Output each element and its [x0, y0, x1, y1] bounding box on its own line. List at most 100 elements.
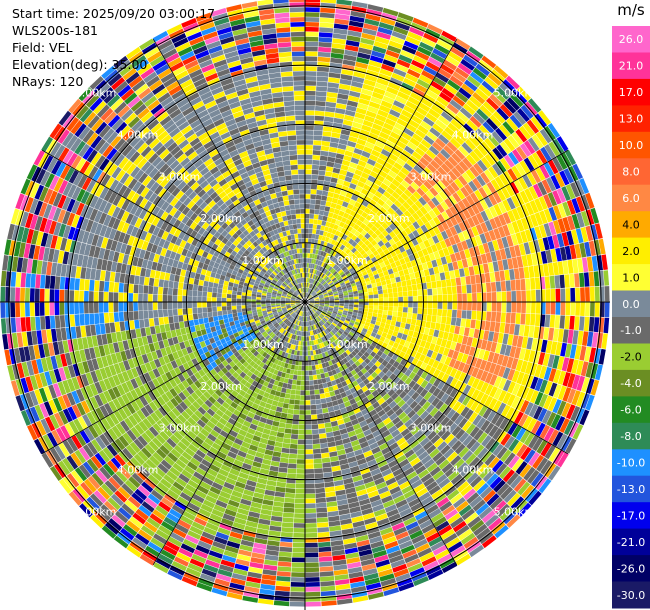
velocity-gate: [383, 259, 390, 266]
velocity-gate: [490, 69, 506, 83]
velocity-gate: [78, 447, 91, 461]
velocity-gate: [405, 36, 421, 46]
velocity-gate: [309, 304, 313, 308]
velocity-gate: [317, 316, 322, 321]
velocity-gate: [313, 379, 318, 385]
velocity-gate: [275, 343, 281, 349]
velocity-gate: [328, 309, 333, 313]
velocity-gate: [278, 344, 283, 350]
velocity-gate: [313, 280, 318, 285]
velocity-gate: [317, 310, 322, 314]
velocity-gate: [324, 116, 334, 123]
velocity-gate: [345, 336, 351, 342]
velocity-gate: [434, 423, 444, 434]
velocity-gate: [311, 309, 315, 314]
velocity-gate: [373, 302, 379, 306]
velocity-gate: [512, 441, 524, 455]
velocity-gate: [199, 573, 216, 583]
velocity-gate: [222, 554, 237, 563]
velocity-gate: [160, 549, 176, 561]
velocity-gate: [509, 323, 515, 335]
velocity-gate: [448, 195, 458, 206]
velocity-gate: [449, 216, 458, 226]
velocity-gate: [477, 432, 488, 444]
velocity-gate: [305, 66, 317, 72]
velocity-gate: [550, 414, 561, 429]
velocity-gate: [450, 341, 457, 351]
velocity-gate: [388, 358, 396, 366]
velocity-gate: [327, 82, 340, 89]
velocity-gate: [338, 365, 345, 372]
velocity-gate: [536, 149, 548, 164]
velocity-gate: [406, 558, 421, 568]
velocity-gate: [368, 344, 375, 351]
velocity-gate: [228, 536, 242, 544]
velocity-gate: [271, 425, 279, 432]
velocity-gate: [270, 520, 282, 527]
velocity-gate: [351, 81, 363, 89]
velocity-gate: [440, 338, 448, 348]
velocity-gate: [313, 324, 317, 330]
velocity-gate: [438, 346, 445, 355]
velocity-gate: [314, 329, 318, 335]
velocity-gate: [184, 465, 196, 475]
velocity-gate: [289, 369, 295, 375]
velocity-gate: [365, 13, 381, 22]
velocity-gate: [329, 274, 334, 279]
velocity-gate: [345, 361, 351, 368]
velocity-gate: [210, 545, 225, 555]
velocity-gate: [338, 423, 346, 430]
velocity-gate: [466, 228, 475, 239]
velocity-gate: [409, 529, 424, 540]
velocity-gate: [82, 414, 92, 428]
velocity-gate: [309, 303, 315, 305]
velocity-gate: [253, 492, 265, 499]
velocity-gate: [353, 250, 360, 256]
velocity-gate: [406, 159, 416, 168]
velocity-gate: [301, 370, 305, 376]
velocity-gate: [130, 457, 142, 469]
velocity-gate: [397, 286, 403, 292]
velocity-gate: [202, 382, 210, 391]
velocity-gate: [550, 288, 556, 302]
velocity-gate: [472, 67, 487, 80]
velocity-gate: [58, 442, 70, 458]
velocity-gate: [426, 444, 437, 455]
velocity-gate: [338, 291, 344, 295]
velocity-gate: [458, 221, 467, 232]
velocity-gate: [334, 303, 339, 306]
velocity-gate: [233, 409, 241, 417]
velocity-gate: [355, 61, 369, 69]
velocity-gate: [312, 443, 321, 449]
velocity-gate: [552, 190, 562, 205]
velocity-gate: [391, 446, 402, 455]
velocity-gate: [388, 40, 403, 50]
velocity-gate: [439, 323, 446, 332]
velocity-gate: [319, 22, 334, 28]
velocity-gate: [241, 336, 248, 342]
velocity-gate: [148, 440, 159, 452]
velocity-gate: [436, 497, 450, 508]
velocity-gate: [411, 59, 425, 70]
velocity-gate: [206, 344, 213, 351]
velocity-gate: [399, 390, 408, 399]
velocity-gate: [444, 271, 451, 280]
velocity-gate: [339, 264, 345, 269]
velocity-gate: [307, 316, 309, 321]
velocity-gate: [456, 189, 466, 200]
velocity-gate: [314, 304, 319, 307]
velocity-gate: [328, 293, 334, 296]
velocity-gate: [549, 314, 556, 328]
velocity-gate: [542, 237, 550, 251]
velocity-gate: [478, 187, 488, 199]
velocity-gate: [337, 419, 345, 426]
velocity-gate: [249, 407, 257, 414]
velocity-gate: [443, 145, 454, 156]
velocity-gate: [496, 503, 510, 517]
velocity-gate: [351, 285, 357, 290]
velocity-gate: [360, 331, 366, 337]
velocity-gate: [436, 413, 447, 424]
velocity-gate: [313, 279, 316, 285]
velocity-gate: [369, 397, 378, 405]
velocity-gate: [325, 166, 334, 172]
